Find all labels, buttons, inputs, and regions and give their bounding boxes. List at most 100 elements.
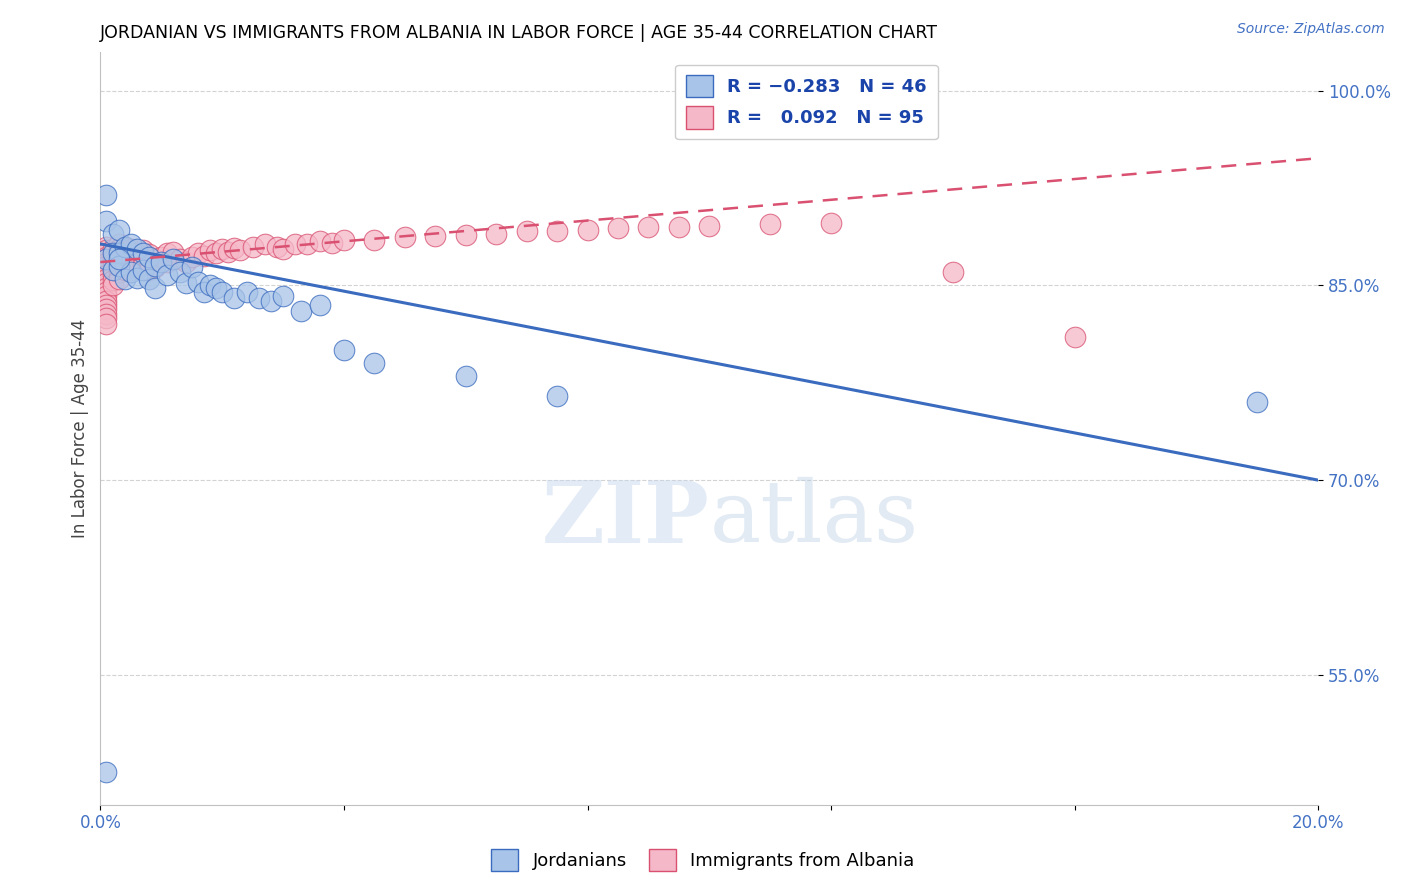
Point <box>242 239 264 253</box>
Point <box>107 265 129 279</box>
Point <box>96 250 118 264</box>
Point <box>138 247 160 261</box>
Point <box>229 244 252 258</box>
Point <box>96 268 118 282</box>
Text: atlas: atlas <box>709 477 918 560</box>
Point <box>101 268 124 282</box>
Point <box>96 318 118 332</box>
Point <box>266 239 288 253</box>
Point <box>485 227 508 241</box>
Point <box>114 256 136 270</box>
Point <box>132 258 155 272</box>
Point <box>101 263 124 277</box>
Point <box>125 260 148 275</box>
Point <box>107 236 129 251</box>
Point <box>96 239 118 253</box>
Point <box>180 250 202 264</box>
Point <box>637 220 659 235</box>
Point <box>156 268 179 282</box>
Point <box>132 246 155 260</box>
Point <box>193 249 215 263</box>
Point <box>1246 395 1268 409</box>
Point <box>150 255 173 269</box>
Point <box>96 244 118 258</box>
Point <box>156 246 179 260</box>
Point <box>96 281 118 295</box>
Point <box>162 252 184 267</box>
Point <box>132 244 155 258</box>
Point <box>425 229 447 244</box>
Point <box>187 275 209 289</box>
Point <box>174 255 197 269</box>
Point <box>125 270 148 285</box>
Point <box>120 242 142 256</box>
Point <box>576 222 599 236</box>
Point <box>101 246 124 260</box>
Point <box>101 242 124 256</box>
Point <box>138 255 160 269</box>
Point <box>454 369 477 384</box>
Point <box>169 252 191 267</box>
Point <box>125 244 148 259</box>
Point <box>217 244 239 259</box>
Y-axis label: In Labor Force | Age 35-44: In Labor Force | Age 35-44 <box>72 318 89 538</box>
Point <box>180 260 202 275</box>
Point <box>96 252 118 267</box>
Point <box>363 233 385 247</box>
Point <box>114 239 136 253</box>
Point <box>247 292 270 306</box>
Point <box>150 250 173 264</box>
Point <box>363 356 385 370</box>
Point <box>271 289 294 303</box>
Point <box>120 249 142 263</box>
Point <box>96 298 118 312</box>
Point <box>235 285 257 299</box>
Point <box>101 252 124 267</box>
Point <box>138 263 160 277</box>
Point <box>114 244 136 259</box>
Point <box>394 230 416 244</box>
Point <box>260 293 283 308</box>
Point <box>187 246 209 260</box>
Point <box>253 236 276 251</box>
Text: Source: ZipAtlas.com: Source: ZipAtlas.com <box>1237 22 1385 37</box>
Text: JORDANIAN VS IMMIGRANTS FROM ALBANIA IN LABOR FORCE | AGE 35-44 CORRELATION CHAR: JORDANIAN VS IMMIGRANTS FROM ALBANIA IN … <box>100 24 938 42</box>
Point <box>193 285 215 299</box>
Point <box>96 289 118 303</box>
Point <box>143 281 166 295</box>
Point <box>101 258 124 272</box>
Point <box>96 310 118 325</box>
Point <box>271 242 294 256</box>
Point <box>546 224 568 238</box>
Point <box>546 389 568 403</box>
Point <box>132 263 155 277</box>
Point <box>107 246 129 260</box>
Point <box>143 252 166 267</box>
Legend: Jordanians, Immigrants from Albania: Jordanians, Immigrants from Albania <box>484 842 922 879</box>
Point <box>290 304 312 318</box>
Point <box>96 252 118 267</box>
Point <box>96 293 118 308</box>
Point <box>107 259 129 273</box>
Point <box>96 187 118 202</box>
Point <box>198 278 221 293</box>
Point <box>107 222 129 236</box>
Point <box>454 227 477 242</box>
Point <box>107 242 129 256</box>
Point <box>107 252 129 267</box>
Point <box>211 242 233 256</box>
Point <box>333 233 356 247</box>
Point <box>120 236 142 251</box>
Point <box>169 265 191 279</box>
Point <box>96 285 118 299</box>
Point <box>759 218 782 232</box>
Point <box>96 246 118 260</box>
Point <box>96 765 118 780</box>
Point <box>516 224 538 238</box>
Point <box>224 292 246 306</box>
Point <box>156 255 179 269</box>
Point <box>101 273 124 287</box>
Point <box>205 281 228 295</box>
Point <box>308 298 330 312</box>
Point <box>96 259 118 273</box>
